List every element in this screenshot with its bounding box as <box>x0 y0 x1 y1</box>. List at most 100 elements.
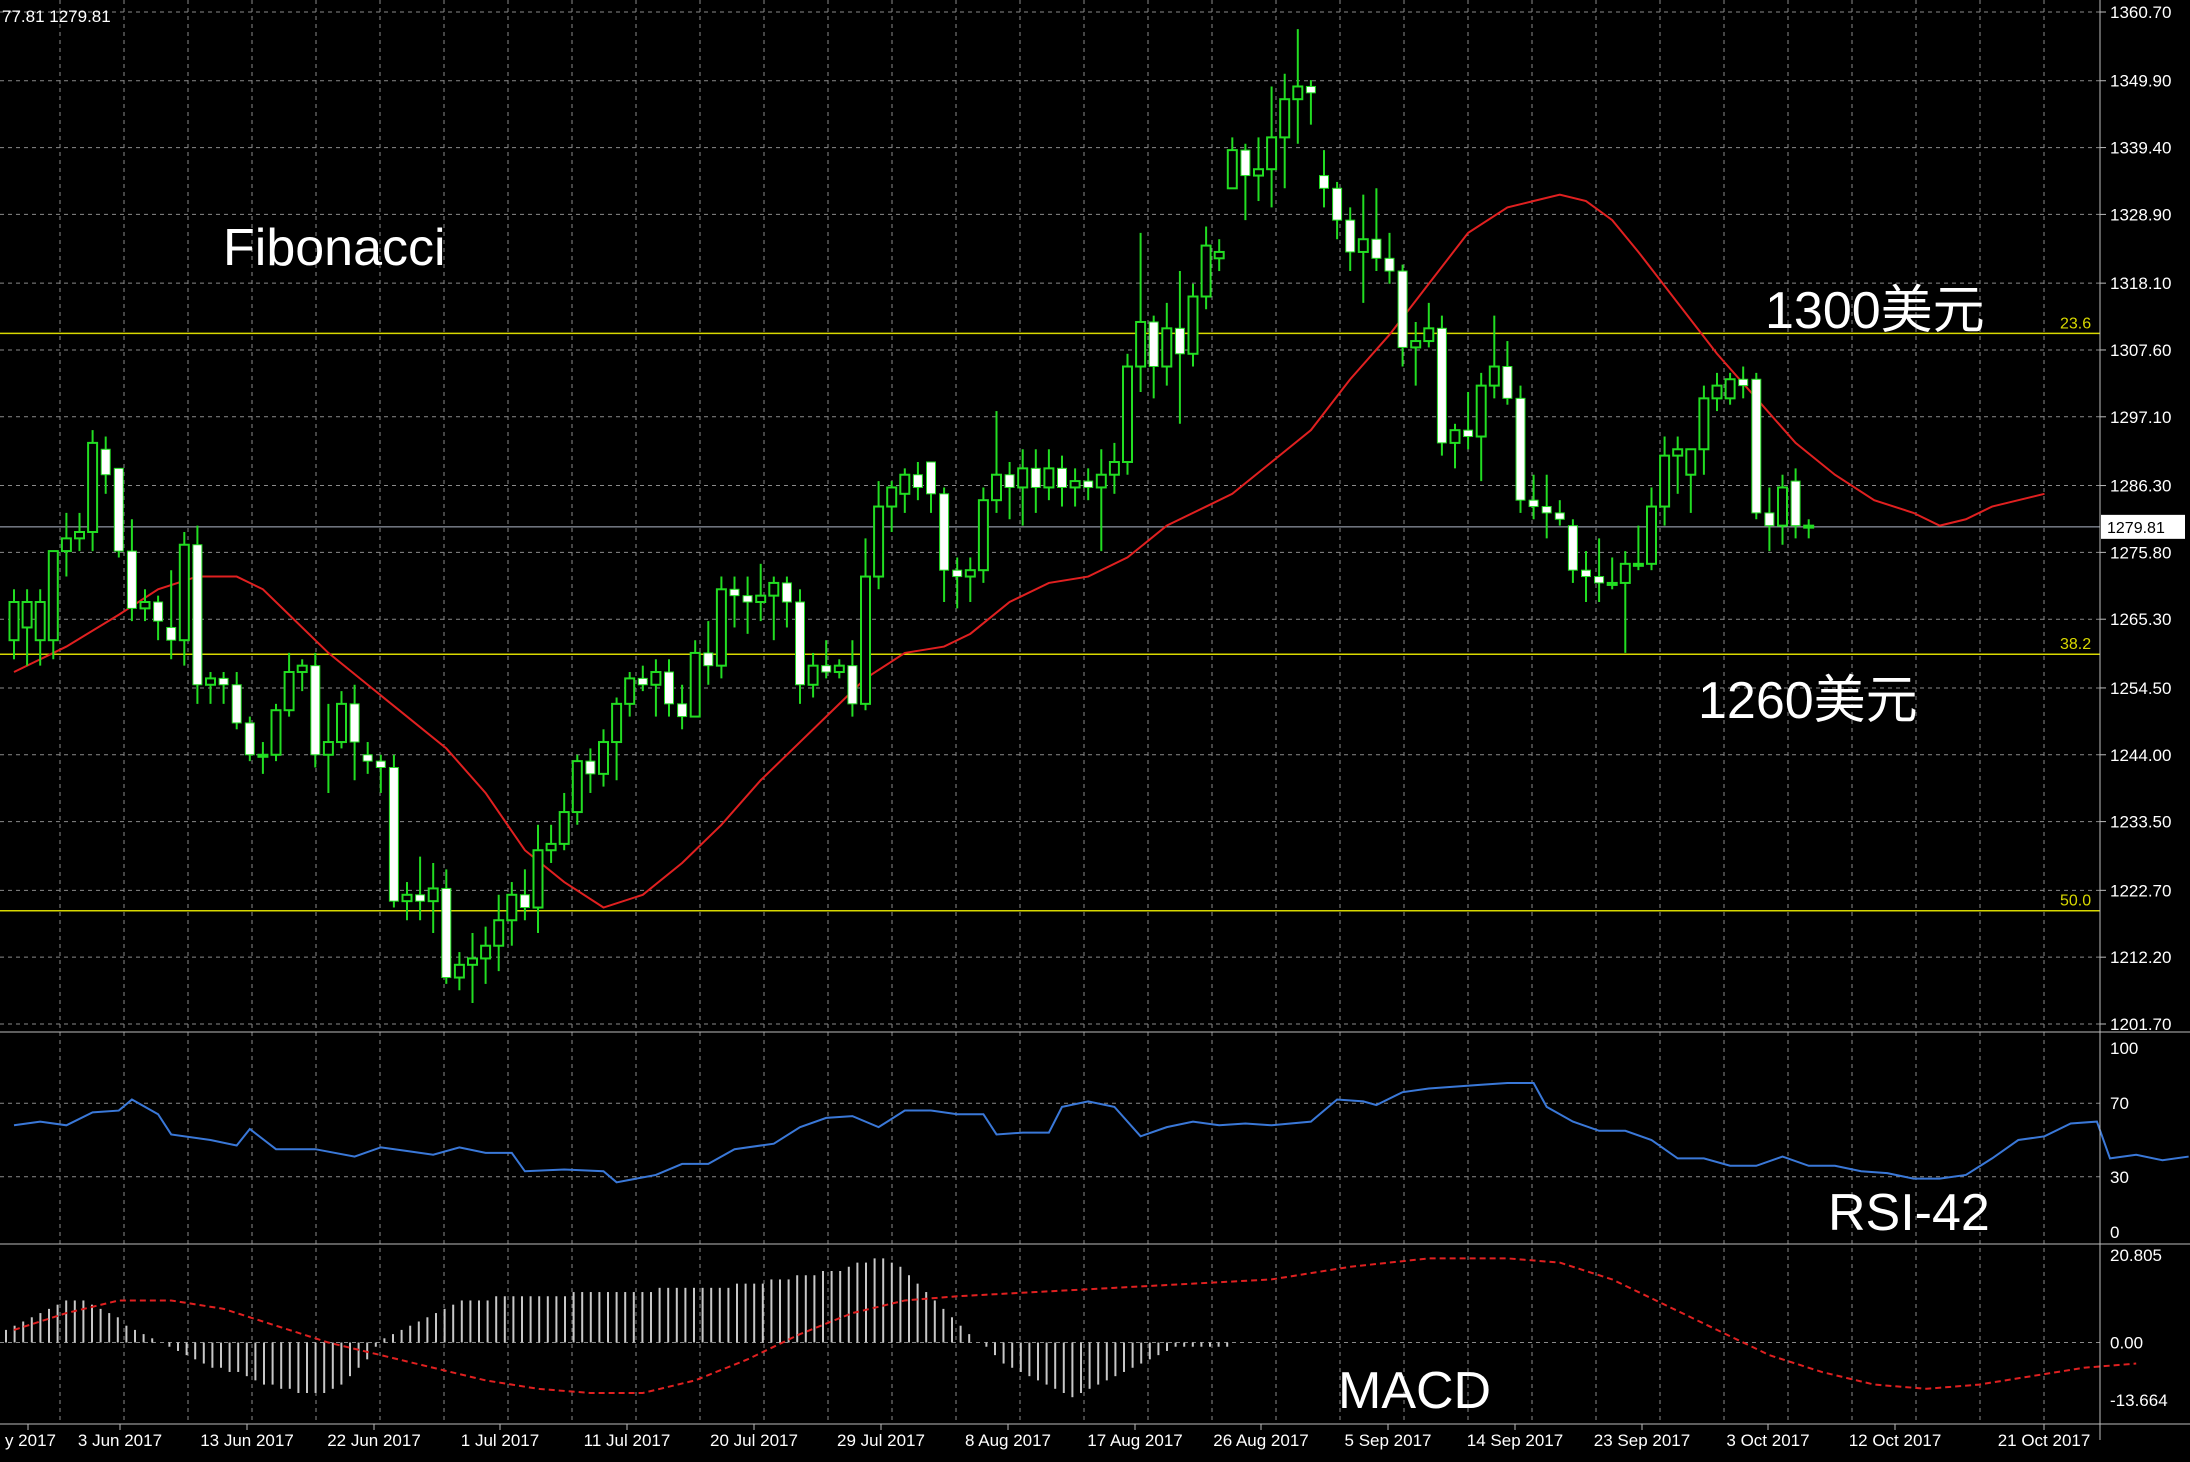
candle-body-down <box>1148 321 1159 368</box>
candle <box>899 468 911 513</box>
candle <box>807 652 819 698</box>
candle-body-down <box>362 754 373 762</box>
candle <box>1475 372 1487 482</box>
candle-body-down <box>218 677 229 686</box>
candle-body-down <box>1790 480 1801 527</box>
candle-body-down <box>821 665 832 673</box>
candle-body-up <box>336 702 347 744</box>
candle <box>1371 188 1382 272</box>
candle-body-up <box>571 760 583 814</box>
x-tick-label: y 2017 <box>5 1431 56 1450</box>
candle-body-up <box>1200 244 1212 298</box>
candle-body-down <box>952 569 963 578</box>
candle-body-up <box>1043 467 1055 489</box>
candle <box>1777 474 1788 545</box>
candle-body-down <box>1345 219 1356 253</box>
candle <box>415 856 426 921</box>
candle <box>322 703 334 793</box>
candle <box>833 659 845 679</box>
candle <box>453 952 465 991</box>
candle-body-up <box>1410 340 1422 349</box>
candle-body-up <box>558 811 570 845</box>
candle-body-down <box>703 652 714 667</box>
candle-body-up <box>74 531 85 540</box>
candle-body-down <box>1384 257 1395 272</box>
candle <box>74 512 85 552</box>
candle <box>401 882 413 921</box>
candle <box>1502 341 1513 405</box>
candle-body-down <box>1541 506 1552 514</box>
candle <box>729 576 740 628</box>
candle <box>375 754 386 793</box>
candle-body-down <box>1436 327 1447 444</box>
current-price-tag: 1279.81 <box>2101 514 2185 539</box>
macd-tick-label: 20.805 <box>2110 1246 2162 1265</box>
candle <box>1057 455 1067 507</box>
candle <box>493 894 505 972</box>
macd-tick-label: 0.00 <box>2110 1334 2143 1353</box>
candle <box>519 869 530 921</box>
candle <box>100 436 111 494</box>
candle-body-up <box>1646 505 1657 565</box>
candle <box>1319 150 1329 208</box>
candle-body-down <box>1554 512 1565 520</box>
candle <box>1187 283 1199 367</box>
candle-body-up <box>283 671 295 712</box>
candle <box>113 467 124 558</box>
candle <box>598 729 609 787</box>
candle-body-up <box>296 664 308 674</box>
y-tick-label: 1244.00 <box>2110 746 2171 765</box>
fib-level-label: 50.0 <box>2060 893 2091 910</box>
candle-body-up <box>545 842 557 852</box>
y-tick-label: 1275.80 <box>2110 543 2171 562</box>
y-tick-label: 1222.70 <box>2110 881 2171 900</box>
candle-body-up <box>139 601 151 610</box>
candle <box>585 748 596 793</box>
x-tick-label: 8 Aug 2017 <box>965 1431 1051 1450</box>
candle-body-up <box>689 651 701 718</box>
candle <box>755 563 767 622</box>
candle-body-up <box>1108 460 1120 476</box>
macd-panel <box>5 1257 2137 1398</box>
candle-body-up <box>1698 397 1710 451</box>
level-1260-annotation: 1260美元 <box>1698 672 1918 730</box>
candle-body-up <box>598 741 609 775</box>
candle-body-down <box>939 493 950 571</box>
candle-body-down <box>1515 397 1526 501</box>
candle <box>637 665 648 692</box>
candle <box>912 461 923 501</box>
y-tick-label: 1212.20 <box>2110 948 2171 967</box>
candle <box>1108 442 1120 494</box>
candle <box>1397 264 1408 367</box>
candle-body-up <box>1724 378 1736 400</box>
candle <box>8 589 20 660</box>
candle <box>1174 271 1185 424</box>
candle-body-down <box>1240 149 1251 177</box>
y-tick-label: 1307.60 <box>2110 341 2171 360</box>
candle <box>1449 423 1461 469</box>
x-tick-label: 26 Aug 2017 <box>1213 1431 1308 1450</box>
candle <box>467 932 478 1003</box>
candle-body-up <box>1711 384 1723 400</box>
y-tick-label: 1201.70 <box>2110 1015 2171 1034</box>
candle-body-up <box>1606 581 1618 586</box>
candle-body-up <box>1423 327 1435 343</box>
x-tick-label: 29 Jul 2017 <box>837 1431 925 1450</box>
candle <box>480 926 492 984</box>
x-tick-label: 3 Oct 2017 <box>1726 1431 1809 1450</box>
candle-body-down <box>153 601 164 622</box>
candle <box>336 691 347 749</box>
candle <box>1266 86 1278 208</box>
x-tick-label: 17 Aug 2017 <box>1087 1431 1182 1450</box>
candle <box>624 672 636 717</box>
candle-body-down <box>349 703 360 743</box>
candle <box>1043 449 1055 501</box>
candle-body-up <box>427 887 439 903</box>
candle <box>1083 468 1094 501</box>
x-tick-label: 1 Jul 2017 <box>461 1431 539 1450</box>
candle <box>270 703 282 762</box>
candle <box>1698 385 1710 475</box>
candle <box>1567 519 1578 583</box>
candle <box>1515 385 1526 513</box>
